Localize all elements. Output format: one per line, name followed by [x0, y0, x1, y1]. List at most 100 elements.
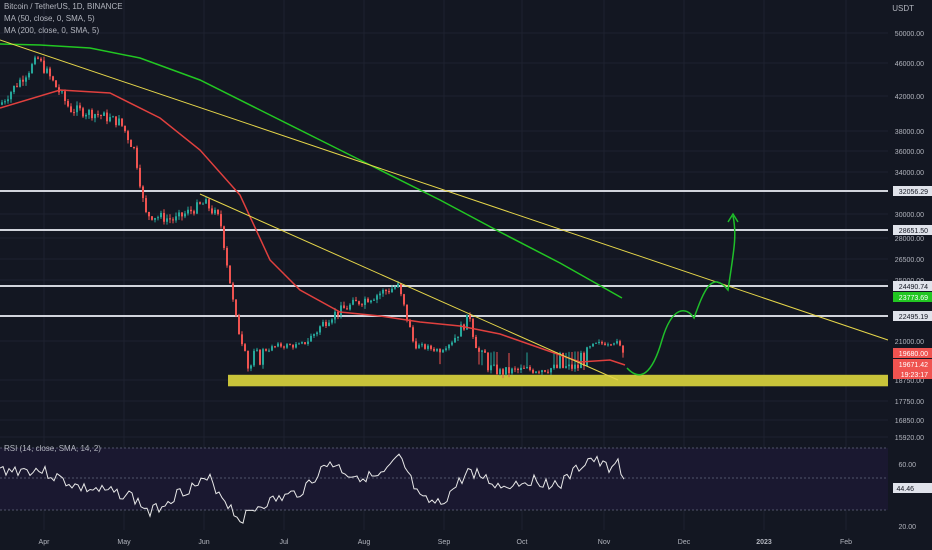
ma50-line	[0, 89, 626, 366]
candle-body	[475, 336, 477, 349]
candle-body	[388, 291, 390, 293]
candle-body	[364, 298, 366, 305]
candle-body	[616, 341, 618, 344]
horizontal-levels-layer	[0, 190, 888, 317]
price-tick-label-11: 18750.00	[895, 378, 924, 385]
candle-body	[541, 370, 543, 373]
candle-body	[106, 112, 108, 122]
price-tick-label-8: 26500.00	[895, 257, 924, 264]
candle-body	[586, 347, 588, 367]
candle-body	[310, 335, 312, 342]
candle-body	[73, 112, 75, 114]
candle-body	[214, 209, 216, 214]
price-tick-label-0: 50000.00	[895, 31, 924, 38]
candle-body	[433, 348, 435, 351]
candle-body	[358, 301, 360, 305]
candle-body	[394, 287, 396, 289]
rsi-panel: 60.00 20.00 44.46	[0, 447, 932, 531]
candle-body	[268, 350, 270, 352]
price-tick-label-13: 16850.00	[895, 418, 924, 425]
candle-body	[508, 367, 510, 374]
candle-body	[34, 57, 36, 65]
time-tick-7: Nov	[598, 539, 611, 546]
candle-body	[169, 218, 171, 220]
price-tag-bg-0	[893, 292, 932, 302]
candle-body	[223, 226, 225, 248]
candle-body	[547, 371, 549, 373]
candle-body	[199, 202, 201, 204]
candle-body	[280, 343, 282, 347]
currency-label: USDT	[892, 4, 914, 13]
candle-body	[559, 352, 561, 368]
candle-body	[172, 219, 174, 221]
candle-body	[373, 299, 375, 301]
candle-body	[454, 337, 456, 343]
candle-body	[601, 341, 603, 344]
candle-body	[148, 212, 150, 217]
level-tag-bg-0	[893, 186, 932, 196]
candle-body	[589, 346, 591, 348]
candle-body	[4, 101, 6, 103]
candle-body	[535, 371, 537, 373]
candle-body	[250, 365, 252, 369]
candle-body	[283, 346, 285, 348]
rsi-band	[0, 448, 888, 510]
candle-body	[244, 344, 246, 351]
candle-body	[151, 216, 153, 220]
candle-body	[211, 208, 213, 214]
candle-body	[16, 85, 18, 87]
candle-body	[196, 202, 198, 214]
candle-body	[187, 209, 189, 214]
candle-body	[118, 118, 120, 126]
candle-body	[208, 199, 210, 209]
candle-body	[346, 308, 348, 310]
candle-body	[409, 320, 411, 328]
candle-body	[103, 112, 105, 116]
candle-body	[577, 364, 579, 369]
candle-body	[25, 77, 27, 82]
level-tag-bg-1	[893, 225, 932, 235]
candle-body	[79, 105, 81, 109]
candle-body	[88, 109, 90, 115]
candle-body	[124, 125, 126, 132]
time-tick-1: May	[117, 539, 131, 546]
time-tick-6: Oct	[517, 539, 528, 546]
candle-body	[112, 116, 114, 118]
candle-body	[22, 79, 24, 82]
candle-body	[523, 367, 525, 369]
candle-body	[349, 304, 351, 310]
candle-body	[526, 366, 528, 369]
candle-body	[532, 369, 534, 373]
candle-body	[121, 118, 123, 126]
price-tag-bg-1	[893, 348, 932, 358]
candle-body	[337, 311, 339, 316]
price-tag-bg-3	[893, 369, 932, 379]
candle-body	[55, 80, 57, 88]
candle-body	[256, 349, 258, 351]
price-tag-close: 19680.00	[899, 351, 928, 358]
candle-body	[289, 344, 291, 346]
rsi-line	[0, 453, 625, 524]
candle-body	[490, 365, 492, 371]
candle-body	[127, 131, 129, 141]
rsi-legend: RSI (14, close, SMA, 14, 2)	[4, 444, 101, 453]
candle-body	[205, 199, 207, 204]
level-tag-bg-3	[893, 311, 932, 321]
candle-body	[478, 348, 480, 352]
candle-body	[424, 344, 426, 349]
candle-body	[529, 366, 531, 370]
candle-body	[247, 350, 249, 369]
candle-body	[166, 218, 168, 222]
candle-body	[307, 341, 309, 344]
candle-body	[133, 147, 135, 149]
candle-body	[130, 140, 132, 148]
candle-body	[82, 108, 84, 117]
candle-body	[61, 91, 63, 93]
candle-body	[418, 345, 420, 349]
candle-body	[607, 344, 609, 346]
candle-body	[355, 299, 357, 302]
candle-body	[292, 344, 294, 348]
candle-body	[328, 322, 330, 326]
level-tag-0: 32056.29	[899, 189, 928, 196]
